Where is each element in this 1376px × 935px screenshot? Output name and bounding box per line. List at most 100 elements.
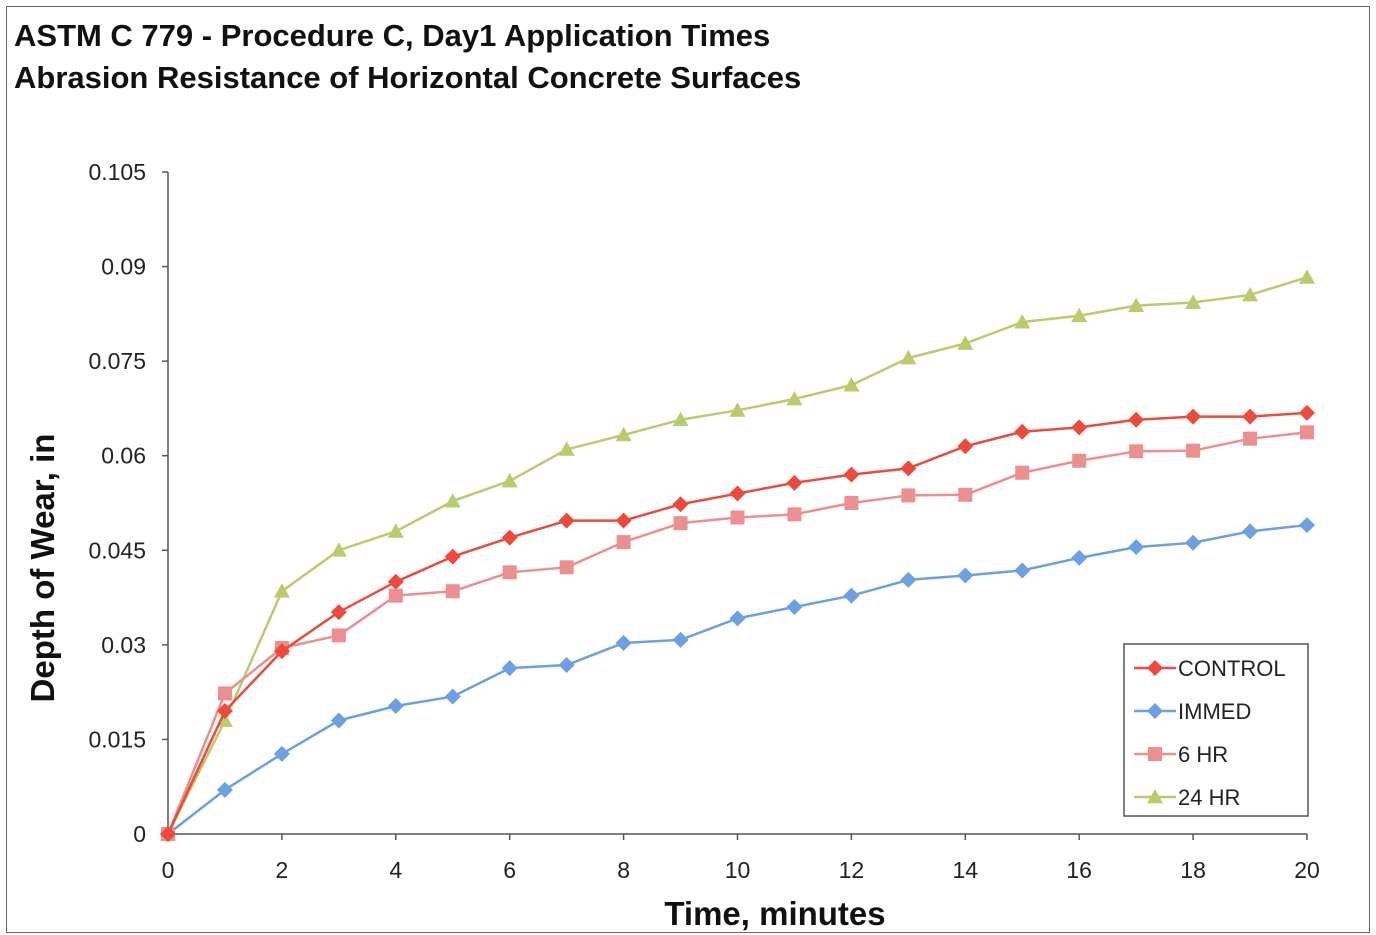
data-point	[387, 698, 404, 715]
x-tick-label: 6	[503, 857, 516, 883]
data-point	[501, 660, 518, 677]
data-point	[273, 583, 290, 598]
data-point	[1015, 465, 1030, 480]
axes: 0 0.015 0.03 0.045 0.06 0.075 0.09 0.105 0 2 4 6 8 10…	[88, 159, 1319, 883]
x-tick-label: 20	[1294, 857, 1320, 883]
data-point	[786, 599, 803, 616]
x-tick-label: 0	[162, 857, 175, 883]
data-point	[900, 571, 917, 588]
legend-marker	[1147, 703, 1163, 719]
series-24-hr	[160, 269, 1315, 841]
data-point	[1129, 444, 1144, 459]
legend-label: IMMED	[1178, 699, 1251, 724]
y-tick-label: 0	[133, 821, 146, 847]
data-point	[217, 686, 232, 701]
data-point	[558, 657, 575, 674]
x-tick-label: 2	[276, 857, 289, 883]
data-point	[957, 335, 974, 350]
series-layer	[160, 269, 1315, 842]
data-point	[387, 573, 404, 590]
data-point	[1072, 453, 1087, 468]
data-point	[501, 472, 518, 488]
y-tick-label: 0.045	[88, 537, 146, 563]
data-point	[1299, 517, 1315, 534]
data-point	[1243, 431, 1258, 446]
data-point	[729, 485, 746, 502]
data-point	[900, 349, 917, 365]
data-point	[673, 516, 688, 531]
data-point	[558, 441, 575, 456]
data-point	[559, 560, 574, 575]
data-point	[445, 584, 460, 599]
data-point	[786, 474, 803, 491]
data-point	[672, 631, 689, 648]
data-point	[1071, 419, 1088, 436]
legend: CONTROL IMMED 6 HR 24 HR	[1123, 643, 1309, 817]
x-tick-label: 14	[953, 857, 979, 883]
data-point	[843, 587, 860, 604]
legend-item: 6 HR	[1134, 742, 1228, 767]
y-tick-label: 0.09	[101, 254, 146, 280]
chart-title: ASTM C 779 - Procedure C, Day1 Applicati…	[14, 18, 771, 53]
data-point	[1071, 307, 1088, 323]
x-axis-title: Time, minutes	[664, 895, 885, 932]
data-point	[330, 604, 347, 621]
data-point	[331, 628, 346, 643]
data-point	[672, 496, 689, 513]
data-point	[1299, 269, 1315, 284]
data-point	[558, 512, 575, 529]
data-point	[1186, 443, 1201, 458]
legend-marker	[1148, 747, 1162, 761]
data-point	[1128, 297, 1145, 313]
y-tick-label: 0.06	[101, 443, 146, 469]
data-point	[330, 542, 347, 557]
data-point	[1242, 408, 1259, 425]
legend-marker	[1147, 660, 1163, 676]
data-point	[729, 610, 746, 627]
data-point	[901, 488, 916, 503]
data-point	[957, 438, 974, 455]
data-point	[502, 565, 517, 580]
data-point	[900, 460, 917, 477]
legend-label: 24 HR	[1178, 785, 1240, 810]
data-point	[273, 643, 290, 660]
legend-item: CONTROL	[1134, 656, 1286, 681]
data-point	[1185, 408, 1202, 425]
data-point	[1128, 411, 1145, 428]
data-point	[957, 567, 974, 584]
data-point	[501, 529, 518, 546]
data-point	[843, 377, 860, 392]
data-point	[444, 688, 461, 705]
data-point	[672, 411, 689, 427]
x-tick-label: 10	[725, 857, 751, 883]
data-point	[1014, 562, 1031, 579]
data-point	[1242, 286, 1259, 302]
data-point	[330, 712, 347, 729]
legend-item: 24 HR	[1134, 785, 1240, 810]
data-point	[1128, 539, 1145, 556]
data-point	[1185, 534, 1202, 551]
data-point	[616, 535, 631, 550]
data-point	[216, 703, 233, 720]
data-point	[273, 745, 290, 762]
data-point	[786, 390, 803, 406]
data-point	[1185, 294, 1202, 309]
y-tick-label: 0.03	[101, 632, 146, 658]
x-tick-label: 12	[839, 857, 865, 883]
y-tick-label: 0.015	[88, 726, 146, 752]
data-point	[615, 426, 632, 442]
data-point	[387, 523, 404, 538]
data-point	[958, 487, 973, 502]
x-tick-label: 18	[1180, 857, 1206, 883]
legend-item: IMMED	[1134, 699, 1251, 724]
data-point	[787, 507, 802, 522]
data-point	[729, 402, 746, 417]
data-point	[1242, 523, 1259, 540]
series-control	[160, 404, 1315, 842]
data-point	[444, 548, 461, 565]
data-point	[1299, 404, 1315, 421]
series-immed	[160, 517, 1315, 842]
y-tick-label: 0.105	[88, 159, 146, 185]
data-point	[843, 466, 860, 483]
